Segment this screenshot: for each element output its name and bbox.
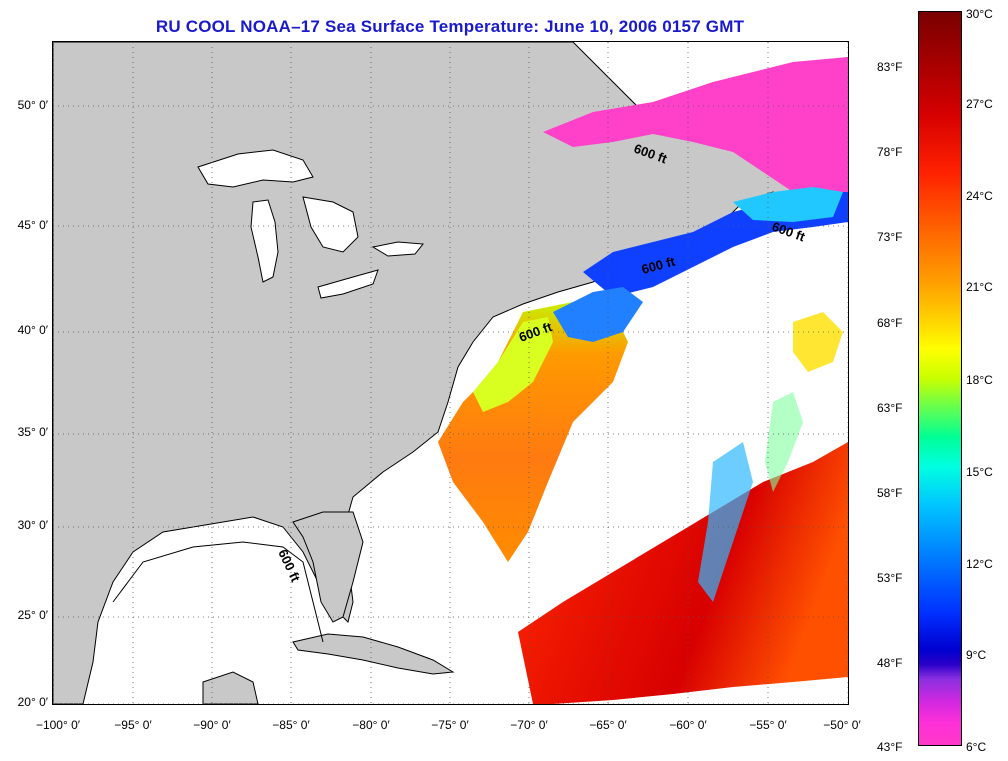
longitude-label: −100° 0′: [35, 718, 81, 732]
lake-erie: [317, 269, 379, 299]
sst-north-cyan: [733, 187, 843, 222]
latitude-label: 50° 0′: [17, 98, 48, 112]
graticule: [53, 42, 848, 704]
lake-ontario: [371, 241, 424, 257]
colorbar-f-label: 78°F: [877, 145, 903, 159]
land-cuba: [292, 633, 455, 675]
colorbar-c-label: 21°C: [966, 280, 993, 294]
latitude-label: 20° 0′: [17, 695, 48, 709]
longitude-label: −75° 0′: [431, 718, 469, 732]
colorbar-c-label: 15°C: [966, 465, 993, 479]
sst-north-pink: [543, 57, 848, 217]
longitude-label: −80° 0′: [352, 718, 390, 732]
colorbar-c-label: 24°C: [966, 189, 993, 203]
sst-yellow-patch: [793, 312, 843, 372]
land-yucatan: [202, 671, 259, 704]
longitude-label: −55° 0′: [749, 718, 787, 732]
latitude-label: 35° 0′: [17, 425, 48, 439]
colorbar-c-label: 30°C: [966, 7, 993, 21]
sst-south-warm: [518, 442, 848, 704]
longitude-label: −85° 0′: [272, 718, 310, 732]
colorbar-f-label: 83°F: [877, 60, 903, 74]
colorbar-c-label: 27°C: [966, 97, 993, 111]
longitude-label: −65° 0′: [589, 718, 627, 732]
colorbar-f-label: 53°F: [877, 571, 903, 585]
latitude-label: 25° 0′: [17, 608, 48, 622]
longitude-label: −95° 0′: [114, 718, 152, 732]
longitude-label: −60° 0′: [669, 718, 707, 732]
lake-superior: [197, 149, 314, 188]
latitude-label: 40° 0′: [17, 323, 48, 337]
colorbar-c-label: 12°C: [966, 557, 993, 571]
colorbar-f-label: 58°F: [877, 486, 903, 500]
lake-huron: [302, 196, 359, 253]
colorbar-c-label: 18°C: [966, 373, 993, 387]
colorbar-f-label: 73°F: [877, 230, 903, 244]
gulf-isobath: [112, 541, 324, 643]
colorbar-c-label: 6°C: [966, 740, 987, 754]
longitude-label: −90° 0′: [193, 718, 231, 732]
latitude-label: 30° 0′: [17, 518, 48, 532]
sst-cloud-streaks-2: [765, 392, 803, 492]
colorbar-c-label: 9°C: [966, 648, 987, 662]
sst-map: 600 ft 600 ft 600 ft 600 ft 600 ft: [53, 42, 848, 704]
colorbar-f-label: 63°F: [877, 401, 903, 415]
sst-shelf-swath: [438, 302, 628, 562]
map-title: RU COOL NOAA–17 Sea Surface Temperature:…: [155, 17, 745, 36]
sst-coastal-yellow: [473, 317, 553, 412]
sst-shelf-blue: [553, 287, 643, 342]
colorbar-f-label: 68°F: [877, 316, 903, 330]
map-panel: 600 ft 600 ft 600 ft 600 ft 600 ft: [52, 41, 849, 705]
colorbar-f-label: 48°F: [877, 656, 903, 670]
latitude-label: 45° 0′: [17, 218, 48, 232]
temperature-colorbar: [918, 11, 962, 746]
longitude-label: −50° 0′: [823, 718, 861, 732]
colorbar-f-label: 43°F: [877, 740, 903, 754]
sst-cloud-streaks: [698, 442, 753, 602]
lake-michigan: [250, 199, 279, 283]
longitude-label: −70° 0′: [510, 718, 548, 732]
